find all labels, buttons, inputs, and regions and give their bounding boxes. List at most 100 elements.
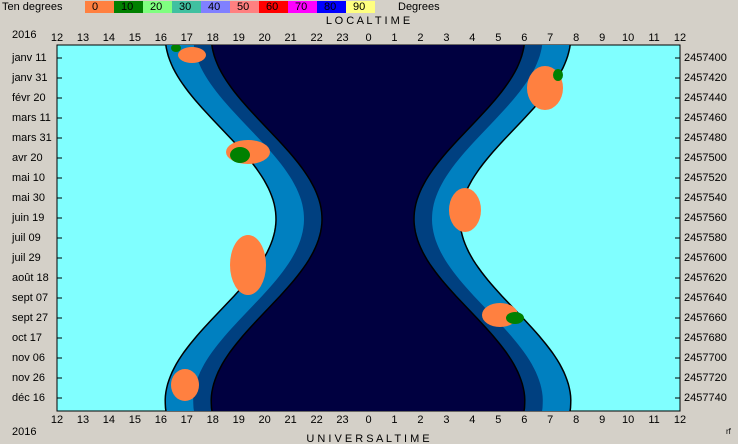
legend-swatch (143, 1, 172, 13)
top-tick-label: 19 (233, 32, 245, 44)
legend-label: 70 (295, 1, 307, 13)
bottom-tick-label: 11 (648, 414, 659, 426)
top-tick-label: 12 (51, 32, 63, 44)
top-tick-label: 6 (521, 32, 527, 44)
date-label: févr 20 (12, 92, 46, 104)
top-tick-label: 1 (391, 32, 397, 44)
bottom-tick-label: 17 (181, 414, 193, 426)
bottom-tick-label: 15 (129, 414, 141, 426)
julian-day-label: 2457540 (684, 192, 727, 204)
bottom-tick-label: 23 (336, 414, 348, 426)
bottom-tick-label: 16 (155, 414, 167, 426)
date-label: août 18 (12, 272, 49, 284)
bottom-tick-label: 7 (547, 414, 553, 426)
legend-swatch (230, 1, 259, 13)
top-tick-label: 10 (622, 32, 634, 44)
julian-day-label: 2457480 (684, 132, 727, 144)
top-tick-label: 12 (674, 32, 686, 44)
top-tick-label: 7 (547, 32, 553, 44)
date-label: sept 27 (12, 312, 48, 324)
bottom-tick-label: 9 (599, 414, 605, 426)
date-label: juil 09 (11, 232, 41, 244)
legend-swatch (172, 1, 201, 13)
date-label: oct 17 (12, 332, 42, 344)
year-bottom: 2016 (12, 426, 36, 438)
julian-day-label: 2457620 (684, 272, 727, 284)
bottom-tick-label: 12 (51, 414, 63, 426)
top-tick-label: 8 (573, 32, 579, 44)
julian-day-label: 2457520 (684, 172, 727, 184)
julian-day-label: 2457660 (684, 312, 727, 324)
bottom-tick-label: 6 (521, 414, 527, 426)
top-tick-label: 0 (365, 32, 371, 44)
julian-day-label: 2457700 (684, 352, 727, 364)
top-tick-label: 5 (495, 32, 501, 44)
top-tick-label: 14 (103, 32, 115, 44)
legend-swatch (259, 1, 288, 13)
legend-swatch (317, 1, 346, 13)
julian-day-label: 2457740 (684, 392, 727, 404)
top-tick-label: 20 (259, 32, 271, 44)
date-label: avr 20 (12, 152, 43, 164)
bottom-tick-label: 21 (285, 414, 297, 426)
date-label: juin 19 (11, 212, 44, 224)
bottom-tick-label: 22 (310, 414, 322, 426)
top-tick-label: 9 (599, 32, 605, 44)
bottom-tick-label: 3 (443, 414, 449, 426)
altitude-spot (230, 235, 266, 295)
date-label: juil 29 (11, 252, 41, 264)
footer: rf (726, 427, 732, 436)
legend-swatch (114, 1, 143, 13)
date-label: mars 31 (12, 132, 52, 144)
julian-day-label: 2457680 (684, 332, 727, 344)
legend-label: 0 (92, 1, 98, 13)
bottom-tick-label: 5 (495, 414, 501, 426)
top-tick-label: 13 (77, 32, 89, 44)
bottom-tick-label: 20 (259, 414, 271, 426)
top-tick-label: 23 (336, 32, 348, 44)
legend-unit: Degrees (398, 1, 440, 13)
bottom-tick-label: 2 (417, 414, 423, 426)
top-tick-label: 3 (443, 32, 449, 44)
legend-swatch (201, 1, 230, 13)
twilight-bands (164, 45, 572, 411)
julian-day-label: 2457560 (684, 212, 727, 224)
date-label: nov 26 (12, 372, 45, 384)
date-label: mars 11 (12, 112, 51, 124)
legend-label: 10 (121, 1, 133, 13)
top-axis-title: L O C A L T I M E (326, 15, 410, 27)
legend-title: Ten degrees (2, 1, 63, 13)
bottom-tick-label: 1 (391, 414, 397, 426)
julian-day-label: 2457640 (684, 292, 727, 304)
bottom-tick-label: 4 (469, 414, 475, 426)
altitude-spot (171, 369, 199, 401)
legend-label: 80 (324, 1, 336, 13)
legend-label: 40 (208, 1, 220, 13)
altitude-spot (506, 312, 524, 324)
top-tick-label: 4 (469, 32, 475, 44)
julian-day-label: 2457500 (684, 152, 727, 164)
legend-label: 60 (266, 1, 278, 13)
date-label: déc 16 (12, 392, 45, 404)
date-label: nov 06 (12, 352, 45, 364)
bottom-tick-label: 19 (233, 414, 245, 426)
top-tick-label: 11 (648, 32, 659, 44)
legend-label: 90 (353, 1, 365, 13)
legend-label: 20 (150, 1, 162, 13)
top-tick-label: 22 (310, 32, 322, 44)
date-label: janv 11 (11, 52, 47, 64)
date-label: mai 30 (12, 192, 45, 204)
julian-day-label: 2457460 (684, 112, 727, 124)
date-label: janv 31 (11, 72, 47, 84)
date-label: mai 10 (12, 172, 45, 184)
altitude-spot (178, 47, 206, 63)
top-tick-label: 17 (181, 32, 193, 44)
top-tick-label: 15 (129, 32, 141, 44)
legend-label: 50 (237, 1, 249, 13)
julian-day-label: 2457600 (684, 252, 727, 264)
bottom-tick-label: 10 (622, 414, 634, 426)
bottom-tick-label: 12 (674, 414, 686, 426)
legend-swatch (288, 1, 317, 13)
legend-swatch (346, 1, 375, 13)
altitude-spot (553, 69, 563, 81)
